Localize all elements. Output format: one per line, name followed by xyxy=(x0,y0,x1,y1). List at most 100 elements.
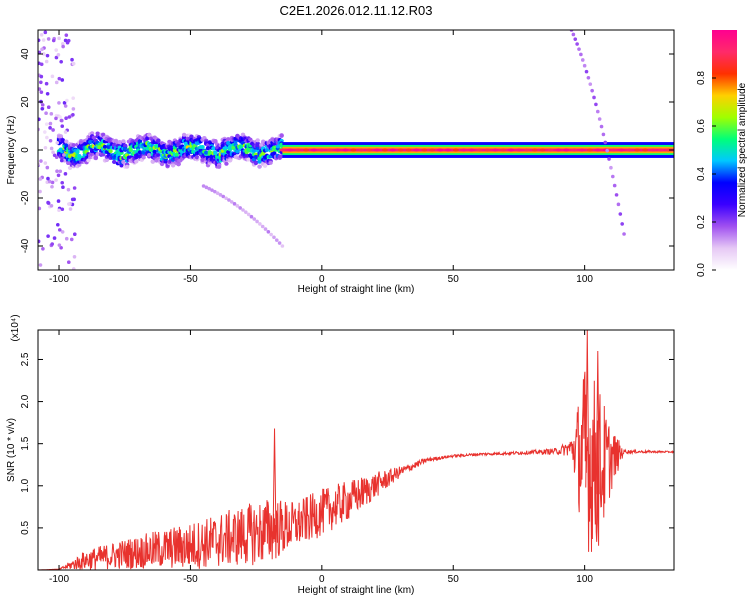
spectrogram-scatter-dot xyxy=(50,184,54,189)
spectrogram-line-dot xyxy=(397,148,404,152)
spectrogram-blob xyxy=(95,152,100,157)
spectrogram-blob xyxy=(77,162,82,167)
spectrogram-scatter-dot xyxy=(40,47,44,52)
spectrogram-scatter-dot xyxy=(57,101,61,105)
spectrogram-scatter-dot xyxy=(48,138,53,143)
spectrogram-scatter-dot xyxy=(46,37,51,41)
spectrogram-feature-noisy-band xyxy=(56,131,284,170)
spectrogram-streak-dot xyxy=(595,109,600,114)
spectrogram-scatter-dot xyxy=(38,117,41,122)
spectrogram-y-tick-label: 40 xyxy=(20,48,31,60)
spectrogram-blob xyxy=(97,145,102,150)
spectrogram-scatter-dot xyxy=(40,106,45,111)
spectrogram-line-dot xyxy=(342,148,349,152)
spectrogram-blob xyxy=(152,149,157,154)
spectrogram-scatter-dot xyxy=(46,200,50,205)
spectrogram-scatter-dot xyxy=(40,103,45,107)
spectrogram-blob xyxy=(264,147,270,152)
spectrogram-scatter-dot xyxy=(66,187,71,192)
spectrogram-blob xyxy=(213,151,218,156)
spectrogram-blob xyxy=(102,144,108,149)
spectrogram-blob xyxy=(255,143,260,148)
spectrogram-scatter-dot xyxy=(62,101,67,105)
spectrogram-blob xyxy=(108,149,113,154)
spectrogram-streak-dot xyxy=(586,75,591,80)
spectrogram-line-dot xyxy=(468,148,475,152)
spectrogram-scatter-dot xyxy=(41,38,46,42)
spectrogram-streak-dot xyxy=(246,212,251,217)
spectrogram-scatter-dot xyxy=(44,81,49,86)
spectrogram-scatter-dot xyxy=(68,207,73,211)
spectrogram-scatter-dot xyxy=(41,246,45,251)
spectrogram-blob xyxy=(251,148,257,153)
spectrogram-line-dot xyxy=(594,148,601,152)
spectrogram-line-dot xyxy=(421,148,428,152)
spectrogram-line-dot xyxy=(579,148,586,152)
snr-peak-spike xyxy=(595,351,600,495)
spectrogram-scatter-dot xyxy=(39,74,44,79)
spectrogram-scatter-dot xyxy=(39,90,44,94)
spectrogram-scatter-dot xyxy=(72,186,77,190)
spectrogram-scatter-dot xyxy=(57,76,62,81)
spectrogram-streak-dot xyxy=(277,241,282,245)
spectrogram-streak-dot xyxy=(618,212,623,216)
spectrogram-blob xyxy=(235,149,240,154)
spectrogram-streak-dot xyxy=(221,194,226,199)
spectrogram-blob xyxy=(112,159,117,164)
spectrogram-blob xyxy=(159,162,165,167)
spectrogram-scatter-dot xyxy=(67,161,71,165)
spectrogram-line-dot xyxy=(586,148,593,152)
spectrogram-blob xyxy=(141,155,146,160)
spectrogram-scatter-dot xyxy=(45,135,49,140)
spectrogram-streak-dot xyxy=(229,200,234,204)
spectrogram-scatter-dot xyxy=(69,237,74,242)
spectrogram-scatter-dot xyxy=(56,173,61,178)
spectrogram-scatter-dot xyxy=(63,38,68,43)
spectrogram-line-dot xyxy=(626,148,633,152)
spectrogram-scatter-dot xyxy=(55,140,60,145)
spectrogram-scatter-dot xyxy=(54,55,59,60)
spectrogram-line-dot xyxy=(444,148,451,152)
spectrogram-x-ticks: -100 -50 0 50 100 xyxy=(49,30,593,285)
spectrogram-line-dot xyxy=(531,148,538,152)
spectrogram-scatter-dot xyxy=(44,111,48,116)
spectrogram-scatter-dot xyxy=(43,161,48,165)
spectrogram-streak-dot xyxy=(612,183,617,188)
spectrogram-x-tick-label: 50 xyxy=(448,274,460,285)
spectrogram-scatter-dot xyxy=(39,80,43,85)
spectrogram-scatter-dot xyxy=(45,53,50,58)
spectrogram-blob xyxy=(86,158,91,163)
spectrogram-line-dot xyxy=(334,148,341,152)
spectrogram-scatter-dot xyxy=(58,169,63,174)
spectrogram-blob xyxy=(123,143,128,148)
spectrogram-blob xyxy=(77,156,82,161)
chart-title: C2E1.2026.012.11.12.R03 xyxy=(280,3,433,18)
spectrogram-blob xyxy=(189,134,194,139)
spectrogram-blob xyxy=(205,146,211,151)
spectrogram-blob xyxy=(77,153,82,158)
spectrogram-streak-dot xyxy=(207,186,212,191)
spectrogram-scatter-dot xyxy=(61,44,65,49)
spectrogram-scatter-dot xyxy=(45,92,50,96)
spectrogram-line-dot xyxy=(358,148,365,152)
spectrogram-blob xyxy=(253,161,259,166)
spectrogram-streak-dot xyxy=(611,174,615,179)
spectrogram-streak-dot xyxy=(258,222,262,226)
spectrogram-line-dot xyxy=(571,148,578,152)
spectrogram-scatter-dot xyxy=(56,222,60,227)
spectrogram-blob xyxy=(200,145,205,150)
spectrogram-scatter-dot xyxy=(60,42,65,46)
spectrogram-line-dot xyxy=(437,148,444,152)
spectrogram-scatter-dot xyxy=(56,53,61,57)
spectrogram-scatter-dot xyxy=(44,122,49,126)
spectrogram-line-dot xyxy=(547,148,554,152)
spectrogram-blob xyxy=(238,144,244,149)
spectrogram-scatter-dot xyxy=(54,48,59,52)
spectrogram-streak-dot xyxy=(577,47,581,51)
spectrogram-x-tick-label: -100 xyxy=(49,274,69,285)
spectrogram-blob xyxy=(255,146,260,151)
snr-x-tick-label: -50 xyxy=(183,574,198,585)
spectrogram-line-dot xyxy=(366,148,373,152)
spectrogram-scatter-dot xyxy=(38,206,42,211)
spectrogram-streak-dot xyxy=(584,69,589,74)
